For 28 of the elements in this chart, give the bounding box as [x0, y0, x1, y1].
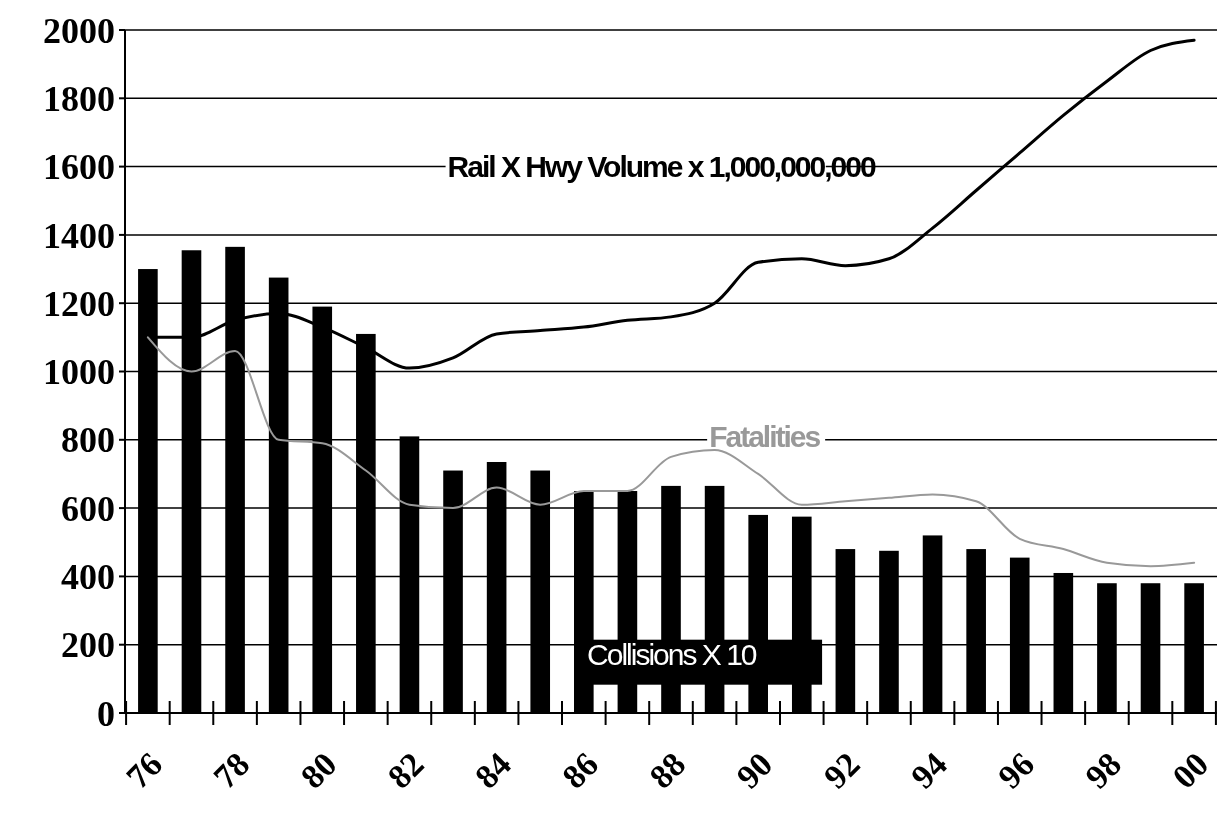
x-tick-label: 80 [293, 745, 344, 796]
x-tick-label: 82 [380, 745, 431, 796]
text: Rail X Hwy Volume x 1,000,000,000 [447, 149, 876, 183]
x-tick-label: 90 [729, 745, 780, 796]
x-tick-label: 86 [554, 745, 606, 796]
series-label: Fatalities [709, 419, 821, 453]
y-tick-label: 1600 [43, 147, 115, 188]
x-tick-label: 78 [206, 745, 257, 796]
x-tick-label: 96 [990, 745, 1042, 796]
x-tick-label: 98 [1078, 745, 1129, 796]
x-tick-label: 94 [903, 745, 954, 796]
y-tick-label: 1200 [43, 283, 115, 324]
series-label: Collisions X 10 [587, 638, 757, 672]
y-tick-label: 1400 [43, 215, 115, 256]
line-series [146, 336, 1196, 568]
x-tick-label: 92 [816, 745, 867, 796]
x-tick-label: 76 [119, 745, 170, 796]
y-tick-label: 400 [61, 557, 115, 597]
y-tick-label: 800 [61, 420, 115, 461]
y-tick-label: 2000 [43, 10, 115, 51]
x-tick-label: 88 [642, 745, 693, 796]
x-tick-label: 84 [467, 745, 518, 796]
y-tick-label: 600 [61, 488, 115, 529]
y-tick-label: 1000 [43, 352, 115, 393]
x-tick-label: 00 [1165, 745, 1216, 796]
y-tick-label: 1800 [43, 78, 115, 119]
y-tick-label: 200 [61, 625, 115, 666]
y-tick-label: 0 [97, 693, 115, 734]
